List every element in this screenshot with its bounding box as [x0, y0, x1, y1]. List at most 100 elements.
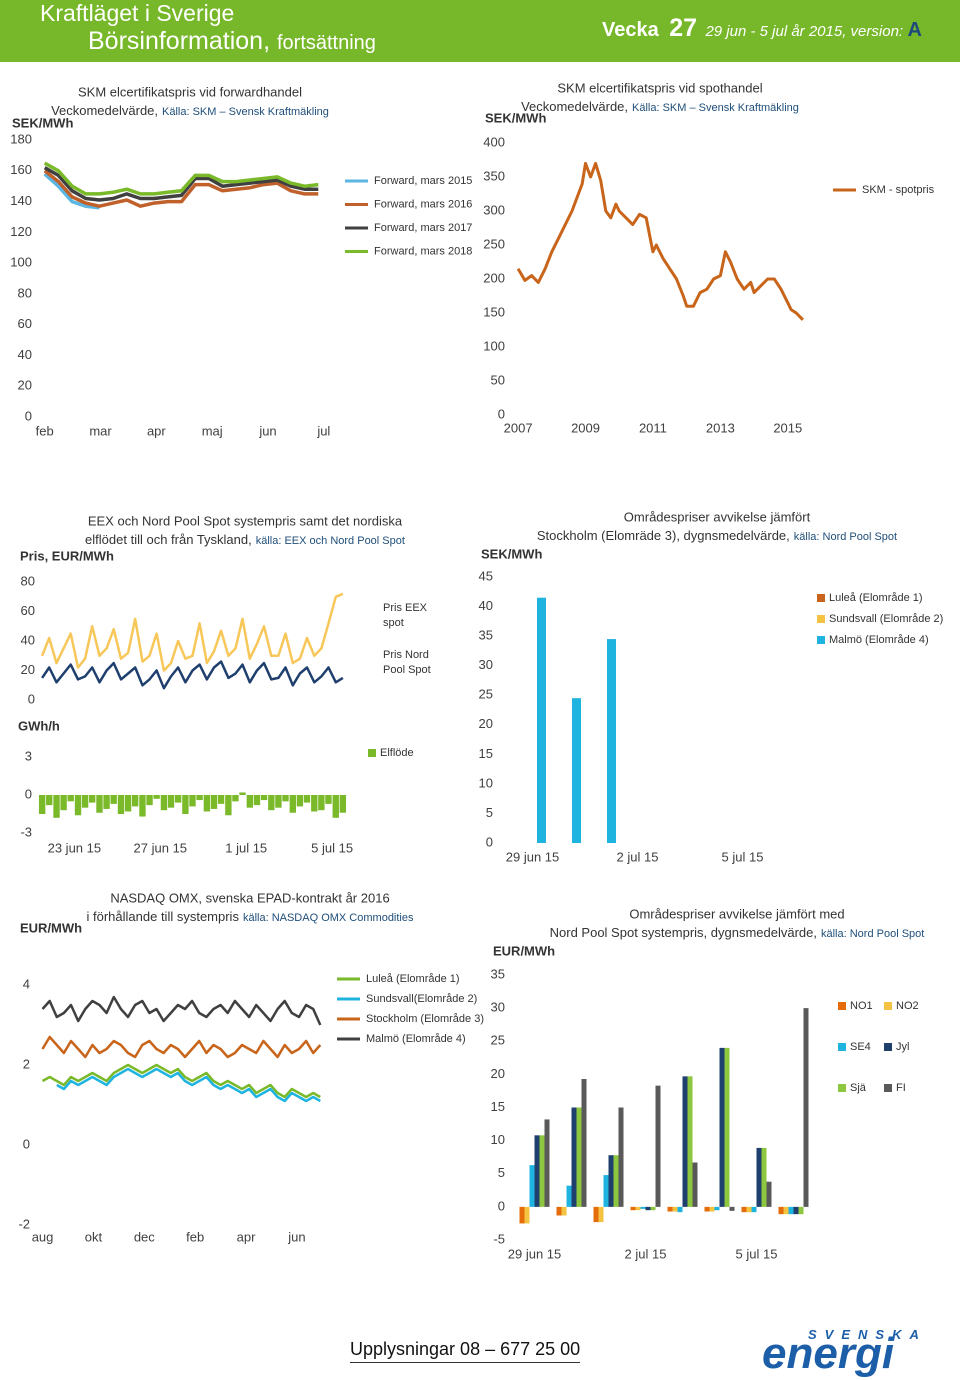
bar [67, 795, 74, 802]
x-tick-label: 5 jul 15 [736, 1246, 778, 1261]
header-title: Kraftläget i Sverige [40, 0, 235, 26]
bar [630, 1206, 636, 1211]
y-axis-label: SEK/MWh [481, 546, 542, 561]
y-axis-label: SEK/MWh [485, 110, 546, 125]
legend-label: Luleå (Elområde 1) [366, 973, 460, 985]
x-tick-label: 2 jul 15 [625, 1246, 667, 1261]
y-axis-label: EUR/MWh [20, 920, 82, 935]
y-tick-label: 35 [491, 966, 505, 981]
y-tick-label: 350 [483, 168, 505, 183]
y-tick-label: 5 [498, 1165, 505, 1180]
legend-label: Malmö (Elområde 4) [366, 1033, 466, 1045]
bar [225, 795, 232, 816]
bar [96, 795, 103, 813]
bar [246, 795, 254, 808]
bar [572, 698, 581, 843]
legend-swatch [884, 1043, 892, 1051]
x-tick-label: 23 jun 15 [48, 840, 102, 855]
subtitle: Veckomedelvärde, [521, 99, 628, 114]
bar [556, 1206, 562, 1216]
y-tick-label: 10 [479, 775, 493, 790]
series-line [40, 592, 344, 672]
bar [704, 1206, 710, 1212]
legend-label: Sundsvall(Elområde 2) [366, 993, 477, 1005]
y-tick-label: 20 [18, 378, 32, 393]
bar [593, 1206, 599, 1223]
bar [282, 795, 289, 802]
bar [751, 1206, 757, 1213]
bar [607, 639, 616, 843]
y-tick-label: 15 [491, 1099, 505, 1114]
y-tick-label: 60 [18, 316, 32, 331]
bar [60, 795, 67, 811]
legend-swatch [884, 1084, 892, 1092]
bar [311, 795, 318, 812]
bar [719, 1047, 725, 1207]
bar [524, 1206, 530, 1224]
series-line [43, 169, 319, 208]
y-tick-label: 0 [28, 691, 35, 706]
subtitle: i förhållande till systempris [87, 909, 240, 924]
x-tick-label: jul [316, 423, 330, 438]
bar [566, 1185, 572, 1207]
y-tick-label: 200 [483, 270, 505, 285]
chart-title: EEX och Nord Pool Spot systempris samt d… [88, 513, 403, 528]
bar [783, 1206, 789, 1215]
y-tick-label: 250 [483, 236, 505, 251]
bar [318, 795, 325, 811]
bar [635, 1206, 641, 1211]
y-tick-label: 35 [479, 628, 493, 643]
y-tick-label: 20 [491, 1066, 505, 1081]
legend-swatch [838, 1084, 846, 1092]
x-tick-label: 5 jul 15 [311, 840, 353, 855]
bar [339, 795, 347, 813]
y-tick-label: 40 [21, 632, 35, 647]
bar [332, 795, 339, 818]
y-tick-label: 4 [23, 976, 30, 991]
chart-title: Områdespriser avvikelse jämfört [624, 509, 811, 524]
series-line [41, 1063, 321, 1099]
y-tick-label: 0 [23, 1136, 30, 1151]
bar [160, 795, 168, 811]
y-tick-label: -5 [493, 1231, 505, 1246]
y-tick-label: 40 [479, 598, 493, 613]
y-tick-label: 300 [483, 202, 505, 217]
y-tick-label: 30 [479, 657, 493, 672]
bar [571, 1107, 577, 1207]
legend-label: Pris Nord Pool Spot [383, 649, 431, 676]
x-tick-label: mar [89, 423, 112, 438]
bar [778, 1206, 784, 1215]
y-tick-label: 140 [10, 193, 32, 208]
y-tick-label: 150 [483, 304, 505, 319]
y-tick-label: 25 [479, 687, 493, 702]
header-subtitle: Börsinformation, fortsättning [88, 27, 376, 56]
y-tick-label: 30 [491, 1000, 505, 1015]
chart-title: NASDAQ OMX, svenska EPAD-kontrakt år 201… [110, 890, 389, 905]
bar [325, 795, 332, 804]
y-tick-label: 3 [25, 748, 32, 763]
bar [260, 795, 268, 801]
version: A [907, 19, 922, 41]
series-line [43, 172, 100, 210]
y-tick-label: 15 [479, 746, 493, 761]
y-tick-label: 80 [21, 573, 35, 588]
x-tick-label: 2015 [773, 420, 802, 435]
y-tick-label: 2 [23, 1056, 30, 1071]
legend-label: Forward, mars 2015 [374, 175, 472, 187]
bar [146, 795, 153, 806]
bar [537, 597, 546, 843]
series-line [43, 166, 319, 202]
bar [677, 1206, 683, 1213]
series-line [41, 1035, 322, 1059]
bar [167, 795, 175, 808]
bar [189, 795, 196, 807]
source: källa: EEX och Nord Pool Spot [256, 535, 405, 547]
bar [131, 795, 139, 807]
x-tick-label: feb [36, 423, 54, 438]
legend-swatch [838, 1002, 846, 1010]
bar [139, 795, 146, 817]
y-tick-label: 0 [25, 786, 32, 801]
source: Källa: SKM – Svensk Kraftmäkling [632, 102, 799, 114]
y-axis-label: EUR/MWh [493, 943, 555, 958]
